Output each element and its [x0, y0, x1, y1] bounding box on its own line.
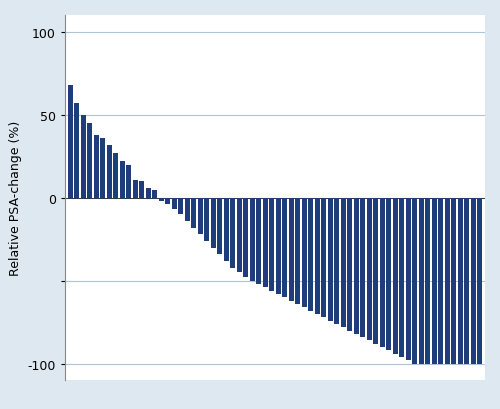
Bar	[224, 198, 229, 261]
Bar	[184, 198, 190, 222]
Bar	[288, 198, 294, 301]
Bar	[256, 198, 262, 284]
Bar	[295, 198, 300, 304]
Bar	[340, 198, 346, 328]
Bar	[470, 198, 476, 364]
Bar	[139, 182, 144, 198]
Bar	[243, 198, 248, 278]
Bar	[477, 198, 482, 364]
Bar	[68, 86, 73, 198]
Bar	[74, 104, 80, 198]
Bar	[328, 198, 333, 321]
Bar	[347, 198, 352, 331]
Bar	[386, 198, 392, 351]
Bar	[399, 198, 404, 357]
Bar	[106, 146, 112, 198]
Bar	[432, 198, 437, 364]
Bar	[302, 198, 307, 308]
Bar	[126, 165, 132, 198]
Bar	[250, 198, 255, 281]
Bar	[458, 198, 463, 364]
Bar	[464, 198, 469, 364]
Bar	[438, 198, 444, 364]
Bar	[373, 198, 378, 344]
Bar	[276, 198, 281, 294]
Bar	[80, 116, 86, 198]
Y-axis label: Relative PSA-change (%): Relative PSA-change (%)	[9, 121, 22, 276]
Bar	[100, 139, 105, 198]
Bar	[198, 198, 203, 235]
Bar	[230, 198, 235, 268]
Bar	[366, 198, 372, 341]
Bar	[392, 198, 398, 354]
Bar	[308, 198, 314, 311]
Bar	[321, 198, 326, 317]
Bar	[165, 198, 170, 205]
Bar	[451, 198, 456, 364]
Bar	[158, 198, 164, 202]
Bar	[217, 198, 222, 255]
Bar	[380, 198, 385, 347]
Bar	[178, 198, 184, 215]
Bar	[282, 198, 288, 298]
Bar	[172, 198, 177, 210]
Bar	[152, 190, 158, 198]
Bar	[262, 198, 268, 288]
Bar	[360, 198, 366, 337]
Bar	[444, 198, 450, 364]
Bar	[94, 135, 99, 198]
Bar	[412, 198, 418, 364]
Bar	[210, 198, 216, 248]
Bar	[120, 162, 125, 198]
Bar	[334, 198, 340, 324]
Bar	[191, 198, 196, 228]
Bar	[132, 180, 138, 198]
Bar	[354, 198, 359, 334]
Bar	[236, 198, 242, 273]
Bar	[314, 198, 320, 314]
Bar	[146, 189, 151, 198]
Bar	[269, 198, 274, 291]
Bar	[406, 198, 411, 360]
Bar	[425, 198, 430, 364]
Bar	[204, 198, 210, 241]
Bar	[418, 198, 424, 364]
Bar	[113, 154, 118, 198]
Bar	[87, 124, 92, 198]
